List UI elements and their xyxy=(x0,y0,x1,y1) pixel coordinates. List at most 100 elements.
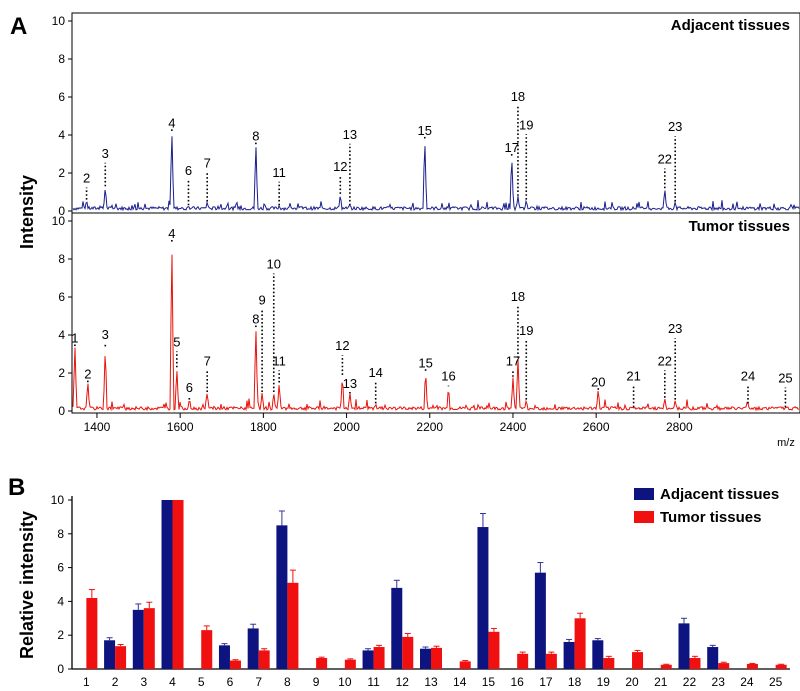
tumor-ytick-label: 6 xyxy=(58,290,65,304)
bar-tumor xyxy=(545,653,557,669)
bar-tumor xyxy=(316,658,328,669)
adjacent-peak-label: 12 xyxy=(333,159,347,174)
adjacent-peak-label: 17 xyxy=(504,140,518,155)
bar-tumor xyxy=(258,650,270,669)
bar-category-label: 5 xyxy=(198,675,205,689)
tumor-peak-label: 16 xyxy=(441,369,455,384)
bar-adjacent xyxy=(362,650,374,669)
bar-ytick-label: 4 xyxy=(57,594,64,608)
bar-category-label: 10 xyxy=(338,675,352,689)
panel-b-letter: B xyxy=(8,474,25,501)
tumor-peak-label: 15 xyxy=(418,355,432,370)
bar-ytick-label: 10 xyxy=(51,493,65,507)
legend: Adjacent tissues Tumor tissues xyxy=(634,486,779,526)
adjacent-spectrum-title: Adjacent tissues xyxy=(671,17,790,34)
mz-tick-label: 2400 xyxy=(500,420,527,434)
adjacent-peak-label: 2 xyxy=(83,171,90,186)
bar-adjacent xyxy=(391,587,403,669)
tumor-peak-label: 12 xyxy=(335,338,349,353)
adjacent-ytick-label: 6 xyxy=(58,90,65,104)
bar-category-label: 15 xyxy=(482,675,496,689)
bar-adjacent xyxy=(104,640,116,669)
tumor-peak-label: 8 xyxy=(252,312,259,327)
panel-a-ylabel: Intensity xyxy=(17,175,37,249)
bar-category-label: 20 xyxy=(625,675,639,689)
bar-adjacent xyxy=(678,623,690,669)
tumor-ytick-label: 4 xyxy=(58,328,65,342)
tumor-peak-label: 3 xyxy=(102,327,109,342)
tumor-peak-label: 4 xyxy=(168,226,175,241)
bar-category-label: 3 xyxy=(140,675,147,689)
bar-ytick-label: 0 xyxy=(57,662,64,676)
bar-tumor xyxy=(603,658,615,669)
bar-category-label: 21 xyxy=(654,675,668,689)
bar-category-label: 19 xyxy=(597,675,611,689)
legend-swatch-tumor xyxy=(634,511,654,523)
adjacent-peak-label: 13 xyxy=(343,127,357,142)
tumor-peak-label: 10 xyxy=(267,257,281,272)
tumor-peak-label: 2 xyxy=(84,367,91,382)
adjacent-peak-label: 6 xyxy=(185,163,192,178)
adjacent-peak-label: 3 xyxy=(102,146,109,161)
mz-tick-label: 1400 xyxy=(84,420,111,434)
tumor-peak-label: 11 xyxy=(272,353,286,368)
adjacent-peak-label: 8 xyxy=(252,129,259,144)
bar-tumor xyxy=(373,647,385,669)
adjacent-peak-label: 7 xyxy=(204,155,211,170)
adjacent-peak-label: 19 xyxy=(519,117,533,132)
adjacent-ytick-label: 8 xyxy=(58,52,65,66)
mz-tick-label: 2200 xyxy=(416,420,443,434)
adjacent-ytick-label: 10 xyxy=(52,14,66,28)
panel-b-ylabel: Relative intensity xyxy=(17,511,37,659)
bar-tumor xyxy=(459,661,471,669)
bar-tumor xyxy=(229,660,241,669)
bar-tumor xyxy=(172,500,184,669)
adjacent-peak-label: 15 xyxy=(418,123,432,138)
legend-label-tumor: Tumor tissues xyxy=(660,509,761,526)
bar-adjacent xyxy=(247,628,259,669)
adjacent-spectrum-trace xyxy=(72,136,800,212)
tumor-peak-label: 25 xyxy=(778,371,792,386)
bar-category-label: 2 xyxy=(112,675,119,689)
mz-tick-label: 2800 xyxy=(666,420,693,434)
adjacent-ytick-label: 2 xyxy=(58,166,65,180)
bar-ytick-label: 8 xyxy=(57,527,64,541)
bar-adjacent xyxy=(707,647,719,669)
tumor-peak-label: 21 xyxy=(626,369,640,384)
bar-adjacent xyxy=(161,500,173,669)
mz-tick-label: 2000 xyxy=(333,420,360,434)
bar-tumor xyxy=(287,582,299,669)
bar-adjacent xyxy=(592,640,604,669)
bar-tumor xyxy=(402,636,414,669)
bar-adjacent xyxy=(218,645,230,669)
tumor-spectrum-title: Tumor tissues xyxy=(689,218,790,235)
adjacent-peak-label: 4 xyxy=(168,115,175,130)
bar-category-label: 13 xyxy=(424,675,438,689)
bar-ytick-label: 6 xyxy=(57,561,64,575)
tumor-peak-label: 7 xyxy=(204,353,211,368)
bar-category-label: 17 xyxy=(539,675,553,689)
bar-category-label: 23 xyxy=(712,675,726,689)
bar-category-label: 12 xyxy=(396,675,410,689)
bar-category-label: 11 xyxy=(367,675,380,689)
tumor-spectrum-trace xyxy=(72,254,800,412)
adjacent-peak-label: 22 xyxy=(658,152,672,167)
tumor-peak-label: 18 xyxy=(511,289,525,304)
tumor-peak-label: 19 xyxy=(519,323,533,338)
bar-tumor xyxy=(488,631,500,669)
bar-category-label: 25 xyxy=(769,675,783,689)
bar-category-label: 24 xyxy=(740,675,754,689)
tumor-peak-label: 9 xyxy=(258,293,265,308)
tumor-peak-label: 22 xyxy=(658,353,672,368)
bar-tumor xyxy=(632,652,644,669)
bar-category-label: 16 xyxy=(510,675,524,689)
tumor-plot-frame xyxy=(71,212,800,414)
legend-label-adjacent: Adjacent tissues xyxy=(660,486,779,503)
bar-category-label: 6 xyxy=(227,675,234,689)
adjacent-plot-frame xyxy=(71,12,800,214)
bar-tumor xyxy=(689,658,701,669)
